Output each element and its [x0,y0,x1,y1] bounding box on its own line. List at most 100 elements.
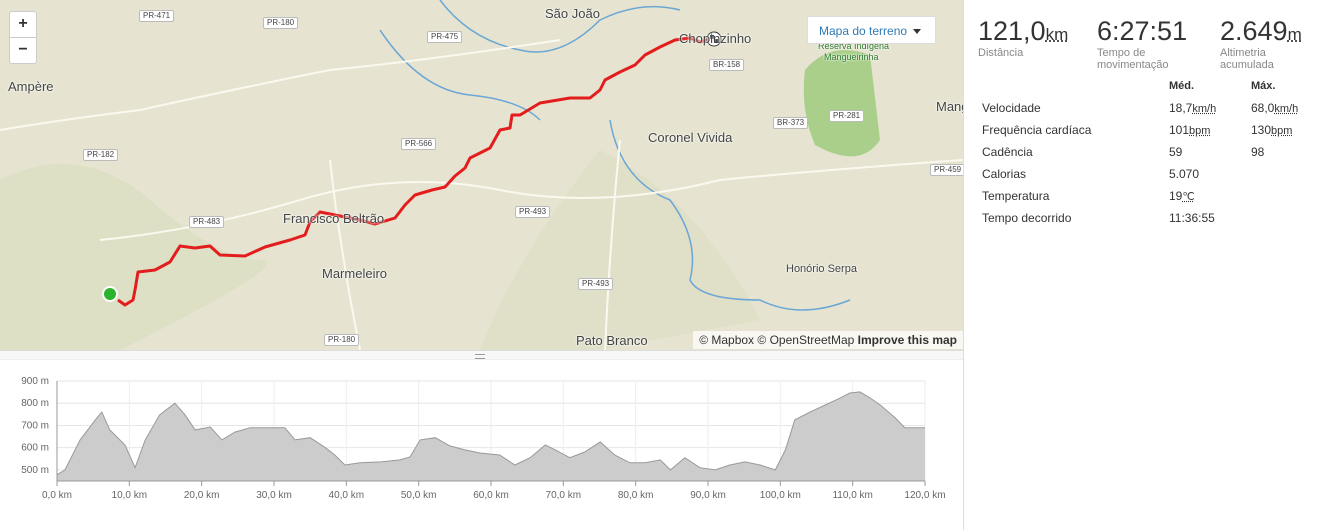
x-tick-label: 0,0 km [42,490,72,501]
zoom-in-button[interactable]: + [9,11,37,38]
column-header: Méd. [1169,80,1194,92]
stat-row: Calorias 5.070 [982,163,1326,185]
value: 19 [1169,189,1182,203]
stat-unit: m [1288,25,1302,44]
attribution-link[interactable]: © OpenStreetMap [757,333,854,347]
stat-row: Cadência 59 98 [982,141,1326,163]
row-value: 18,7km/h [1169,97,1216,120]
y-tick-label: 500 m [21,465,49,476]
x-tick-label: 100,0 km [760,490,801,501]
stat-value: 2.649 [1220,16,1288,46]
unit: bpm [1271,125,1292,137]
x-tick-label: 60,0 km [473,490,509,501]
stat-value: 121,0 [978,16,1046,46]
x-tick-label: 40,0 km [329,490,365,501]
x-tick-label: 110,0 km [832,490,872,501]
row-value: 19℃ [1169,185,1195,208]
x-tick-label: 120,0 km [904,490,945,501]
place-label: Francisco Beltrão [283,211,384,226]
stat-row: Tempo decorrido 11:36:55 [982,207,1326,229]
place-label: São João [545,6,600,21]
place-label: Ampère [8,79,54,94]
row-value: 5.070 [1169,163,1199,185]
row-label: Frequência cardíaca [982,119,1091,141]
value: 5.070 [1169,167,1199,181]
start-marker [103,287,117,301]
road-label: PR-471 [139,10,174,22]
y-tick-label: 800 m [21,398,49,409]
place-label: Mang [936,99,963,114]
road-label: BR-373 [773,117,808,129]
resize-handle[interactable] [0,350,963,360]
road-label: PR-493 [515,206,550,218]
stat-label: Tempo de movimentação [1097,47,1187,71]
value: 18,7 [1169,101,1192,115]
x-tick-label: 10,0 km [112,490,148,501]
x-tick-label: 50,0 km [401,490,437,501]
column-header: Máx. [1251,80,1275,92]
stat-row: Temperatura 19℃ [982,185,1326,207]
road-label: BR-158 [709,59,744,71]
row-label: Temperatura [982,185,1049,207]
place-label: Honório Serpa [786,263,857,275]
road-label: PR-459 [930,164,963,176]
value: 101 [1169,123,1189,137]
road-label: PR-180 [263,17,298,29]
x-tick-label: 30,0 km [256,490,292,501]
road-label: PR-566 [401,138,436,150]
place-label: Mangueirinha [824,52,879,62]
stat-row: Frequência cardíaca 101bpm 130bpm [982,119,1326,141]
summary-stat: 6:27:51 Tempo de movimentação [1097,16,1187,71]
place-label: Chopinzinho [679,31,751,46]
y-tick-label: 900 m [21,376,49,387]
attribution-link[interactable]: Improve this map [858,333,957,347]
value: 59 [1169,145,1182,159]
stat-value: 6:27:51 [1097,16,1187,46]
stat-row: Velocidade 18,7km/h 68,0km/h [982,97,1326,119]
place-label: Coronel Vivida [648,130,732,145]
x-tick-label: 90,0 km [690,490,726,501]
row-value: 101bpm [1169,119,1210,142]
value: 68,0 [1251,101,1274,115]
x-tick-label: 70,0 km [546,490,582,501]
x-tick-label: 80,0 km [618,490,654,501]
elevation-chart: 500 m 600 m 700 m 800 m 900 m 0,0 km 10,0 km 20… [0,360,963,530]
row-label: Calorias [982,163,1026,185]
stat-label: Altimetria acumulada [1220,47,1310,71]
zoom-out-button[interactable]: − [9,37,37,64]
road-label: PR-180 [324,334,359,346]
place-label: Marmeleiro [322,266,387,281]
row-value: 59 [1169,141,1182,163]
page: Activity { "map": { "zoom_in": "+", "zoo… [0,0,1326,530]
attribution-link[interactable]: © Mapbox [699,333,754,347]
value: 130 [1251,123,1271,137]
unit: bpm [1189,125,1210,137]
unit: km/h [1274,103,1298,115]
unit: km/h [1192,103,1216,115]
road-label: PR-281 [829,110,864,122]
road-label: PR-475 [427,31,462,43]
value: 98 [1251,145,1264,159]
stat-label: Distância [978,47,1068,59]
value: 11:36:55 [1169,211,1215,225]
row-value: 11:36:55 [1169,207,1215,229]
place-label: Pato Branco [576,333,648,348]
unit: ℃ [1182,191,1194,203]
activity-page: São João Chopinzinho Ampère Coronel Vivi… [0,0,1326,530]
row-label: Tempo decorrido [982,207,1071,229]
stat-value-line: 2.649m [1220,16,1310,47]
road-label: PR-483 [189,216,224,228]
reserve-area [804,50,880,156]
row-label: Velocidade [982,97,1041,119]
stats-panel: 121,0km Distância 6:27:51 Tempo de moviment… [963,0,1326,530]
stat-unit: km [1046,25,1069,44]
row-value: 130bpm [1251,119,1292,142]
stat-value-line: 121,0km [978,16,1068,47]
y-tick-label: 700 m [21,420,49,431]
summary-stat: 2.649m Altimetria acumulada [1220,16,1310,71]
stat-value-line: 6:27:51 [1097,16,1187,47]
map[interactable]: São João Chopinzinho Ampère Coronel Vivi… [0,0,963,350]
row-value: 68,0km/h [1251,97,1298,120]
map-style-dropdown[interactable]: Mapa do terreno [807,16,936,44]
road-label: PR-493 [578,278,613,290]
